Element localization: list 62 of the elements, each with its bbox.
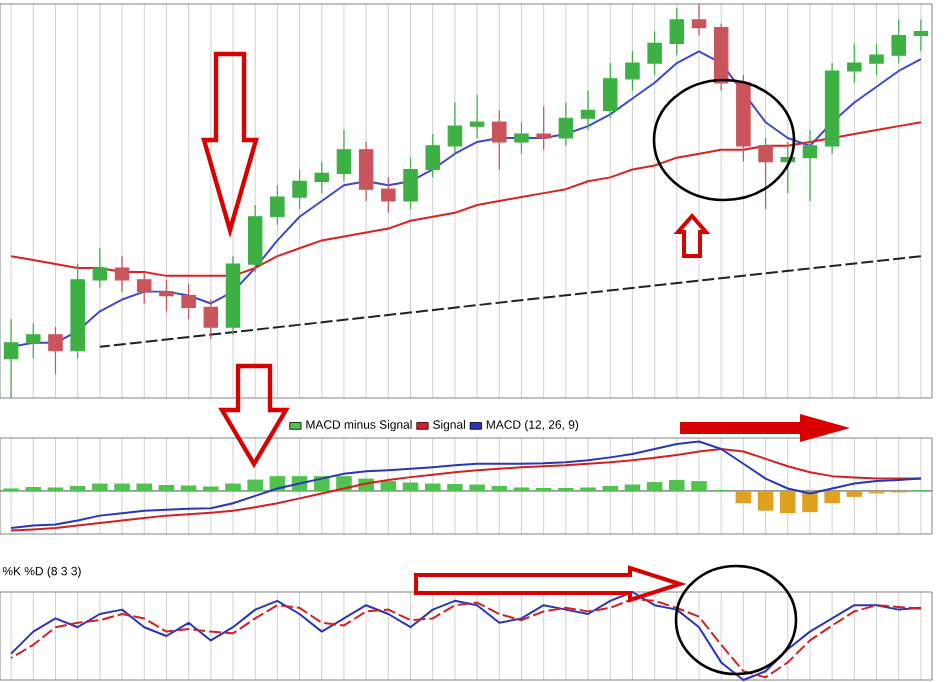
candlestick <box>558 101 574 147</box>
bar <box>92 483 108 491</box>
candlestick <box>136 271 152 305</box>
bar <box>669 480 685 491</box>
candlestick <box>26 322 41 360</box>
bar <box>824 490 840 504</box>
candlestick <box>691 3 707 37</box>
candlestick <box>381 176 396 214</box>
candlestick <box>159 279 174 312</box>
candlestick <box>70 263 85 360</box>
bar <box>402 482 419 491</box>
bar <box>691 481 707 491</box>
candlestick <box>536 105 551 151</box>
bar <box>846 490 863 497</box>
candlestick <box>625 50 640 92</box>
candlestick <box>869 42 884 76</box>
bar <box>757 490 774 511</box>
candlestick <box>647 30 662 76</box>
bar <box>380 481 397 491</box>
candlestick <box>270 184 285 226</box>
candlestick <box>114 255 130 293</box>
bar <box>225 483 241 491</box>
bar <box>158 485 175 491</box>
candlestick <box>824 62 840 155</box>
candlestick <box>314 161 330 194</box>
candlestick <box>492 109 507 171</box>
candlestick <box>92 247 108 289</box>
candlestick <box>847 42 862 84</box>
bar <box>469 484 485 491</box>
candlestick <box>403 157 418 210</box>
candlestick <box>203 298 219 340</box>
candlestick <box>891 19 906 64</box>
candlestick <box>736 74 751 163</box>
bar <box>247 479 263 491</box>
bar <box>735 490 752 504</box>
candlestick <box>580 90 596 131</box>
bar <box>780 490 796 514</box>
candlestick <box>758 137 773 210</box>
bar <box>114 483 130 491</box>
bar <box>802 490 818 513</box>
candlestick <box>3 318 19 399</box>
candlestick <box>913 19 929 52</box>
candlestick <box>292 168 307 210</box>
candlestick <box>669 7 685 56</box>
bar <box>136 483 153 491</box>
candlestick <box>48 326 63 375</box>
bar <box>447 484 463 491</box>
candlestick <box>602 62 618 119</box>
bar <box>646 482 663 491</box>
candlestick <box>469 94 485 139</box>
candlestick <box>336 129 352 182</box>
candlestick <box>358 141 374 202</box>
candlestick <box>802 129 818 202</box>
candlestick <box>425 133 440 178</box>
bar <box>624 484 641 491</box>
candlestick <box>713 23 729 92</box>
candlestick <box>181 283 196 320</box>
candlestick <box>447 101 463 155</box>
candlestick <box>514 121 529 155</box>
candlestick <box>247 204 263 273</box>
bar <box>424 483 441 491</box>
candlestick <box>225 255 241 336</box>
